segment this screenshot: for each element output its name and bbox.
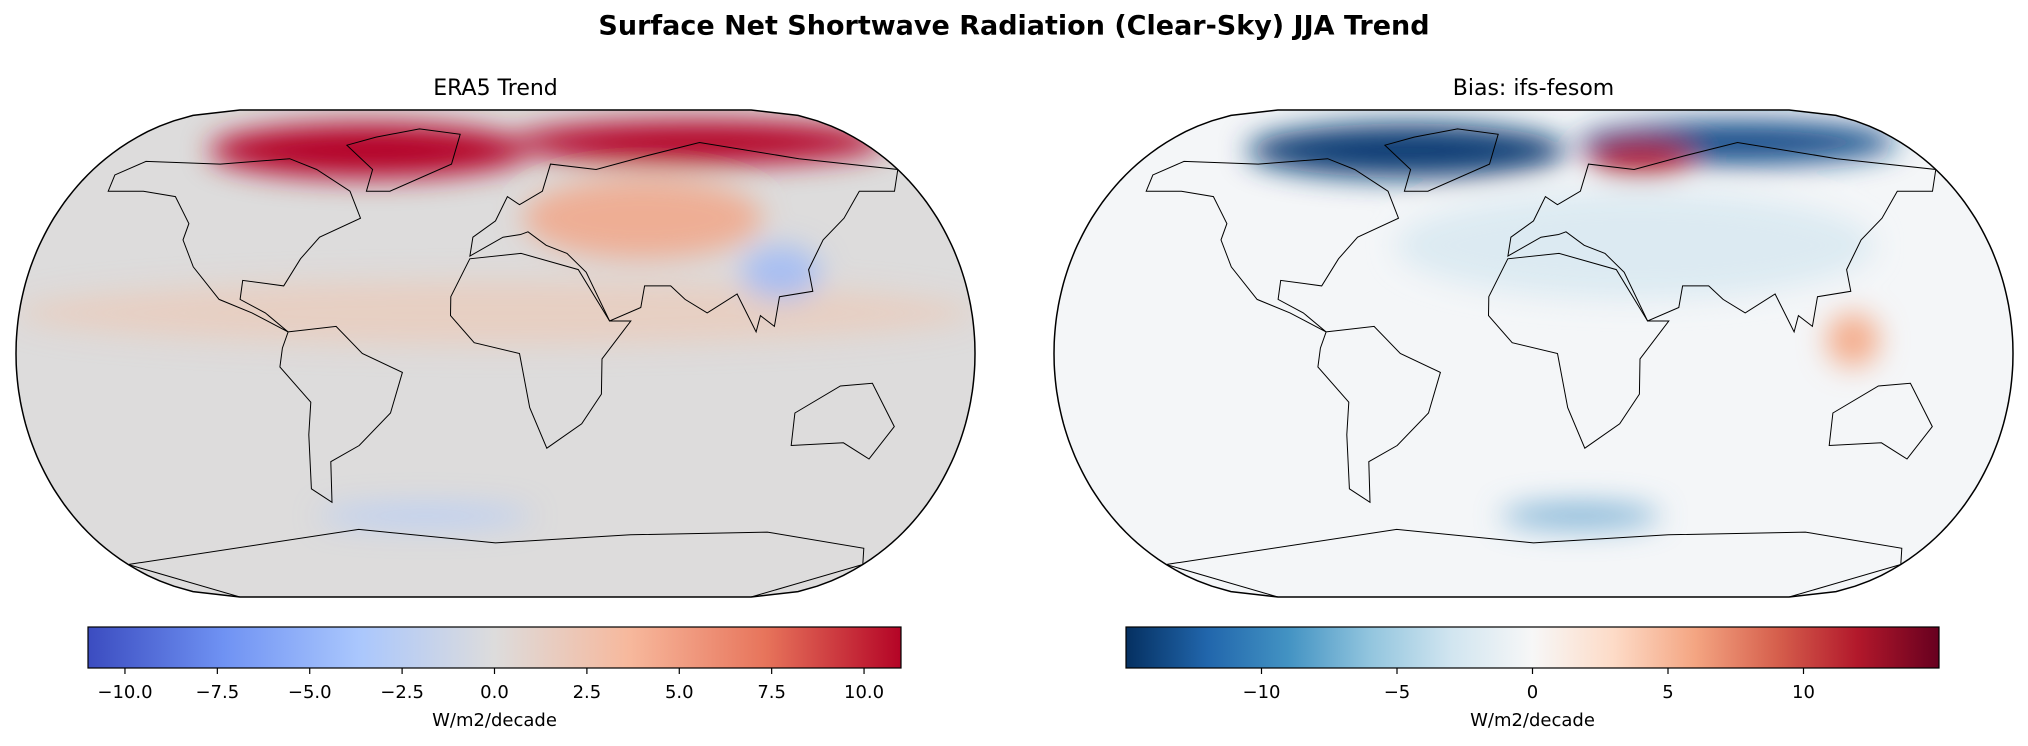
tick-label: −7.5	[195, 682, 239, 703]
coastline	[449, 252, 632, 449]
colorbar-label: W/m2/decade	[432, 710, 557, 731]
coastline	[128, 528, 865, 597]
anomaly	[209, 123, 529, 178]
anomaly	[16, 280, 975, 346]
coastline	[345, 128, 461, 192]
tick-label: −10.0	[97, 682, 152, 703]
anomaly	[1247, 123, 1567, 178]
coastline	[1487, 252, 1670, 449]
coastline	[1166, 528, 1903, 597]
coastline	[469, 141, 899, 334]
colorbar	[1125, 626, 1940, 669]
map-field	[1054, 110, 2013, 597]
tick-label: 5.0	[665, 682, 694, 703]
anomaly	[1395, 191, 1875, 300]
tick-label: 10	[1792, 682, 1815, 703]
anomaly	[1826, 312, 1880, 368]
coastline	[1828, 382, 1933, 460]
tick-label: 10.0	[844, 682, 884, 703]
anomaly	[318, 505, 532, 527]
colorbar	[87, 626, 902, 669]
tick-label: 2.5	[573, 682, 602, 703]
map-border	[15, 109, 976, 598]
map-anomalies	[16, 120, 975, 527]
coastline	[1507, 141, 1937, 334]
map-border	[1053, 109, 2014, 598]
figure-title: Surface Net Shortwave Radiation (Clear-S…	[598, 11, 1429, 42]
anomaly	[522, 177, 763, 259]
coastline	[279, 325, 404, 504]
anomaly	[740, 245, 821, 300]
tick-label: −5.0	[288, 682, 332, 703]
tick-label: −2.5	[380, 682, 424, 703]
coastline	[1317, 325, 1442, 504]
panel-title: ERA5 Trend	[433, 76, 558, 101]
coastline	[1383, 128, 1499, 192]
map-anomalies	[1247, 120, 1898, 530]
tick-label: 0.0	[480, 682, 509, 703]
coastline	[1145, 158, 1400, 333]
coastline	[107, 158, 362, 333]
tick-label: −10	[1243, 682, 1281, 703]
tick-label: 0	[1527, 682, 1538, 703]
colorbar-label: W/m2/decade	[1470, 710, 1595, 731]
tick-label: −5	[1384, 682, 1411, 703]
tick-label: 7.5	[757, 682, 786, 703]
map-field	[16, 110, 975, 597]
panel-title: Bias: ifs-fesom	[1453, 76, 1614, 101]
anomaly	[1588, 142, 1696, 175]
coastline	[790, 382, 895, 460]
tick-label: 5	[1662, 682, 1673, 703]
anomaly	[1500, 502, 1661, 530]
